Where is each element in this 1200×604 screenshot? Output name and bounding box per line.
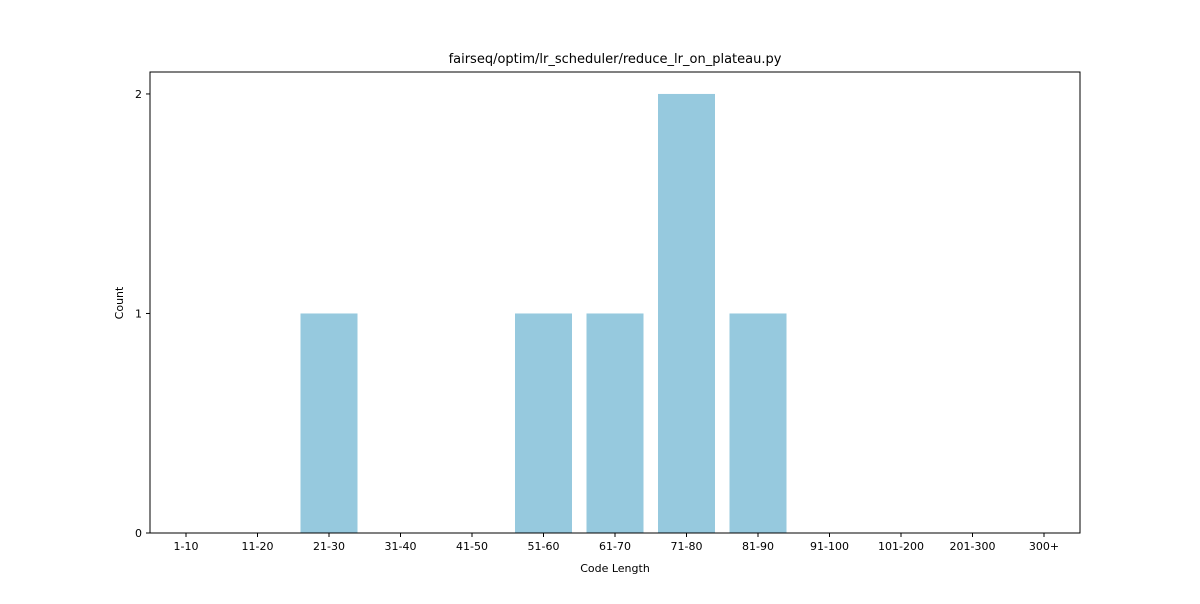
x-tick-label: 11-20 (242, 540, 274, 553)
x-axis: 1-10 11-20 21-30 31-40 41-50 51-60 61-70 71-80 8… (174, 533, 1059, 553)
bar-21-30 (300, 313, 358, 533)
chart-title: fairseq/optim/lr_scheduler/reduce_lr_on_… (449, 52, 782, 67)
bar-71-80 (658, 93, 715, 533)
x-tick-label: 81-90 (742, 540, 774, 553)
x-tick-label: 300+ (1029, 540, 1059, 553)
y-tick-label: 2 (135, 88, 142, 101)
bar-81-90 (729, 313, 787, 533)
x-tick-label: 41-50 (456, 540, 488, 553)
x-tick-label: 21-30 (313, 540, 345, 553)
x-tick-label: 101-200 (878, 540, 924, 553)
y-axis: 0 1 2 (135, 88, 150, 540)
x-tick-label: 1-10 (174, 540, 199, 553)
bars-layer (300, 93, 787, 533)
x-tick-label: 31-40 (385, 540, 417, 553)
bar-61-70 (586, 313, 644, 533)
bar-51-60 (515, 313, 572, 533)
y-tick-label: 1 (135, 307, 142, 320)
x-tick-label: 51-60 (528, 540, 560, 553)
x-axis-title: Code Length (580, 562, 650, 575)
x-tick-label: 91-100 (810, 540, 849, 553)
x-tick-label: 71-80 (671, 540, 703, 553)
x-tick-label: 61-70 (599, 540, 631, 553)
x-tick-label: 201-300 (950, 540, 996, 553)
y-axis-title: Count (113, 286, 126, 319)
y-tick-label: 0 (135, 527, 142, 540)
